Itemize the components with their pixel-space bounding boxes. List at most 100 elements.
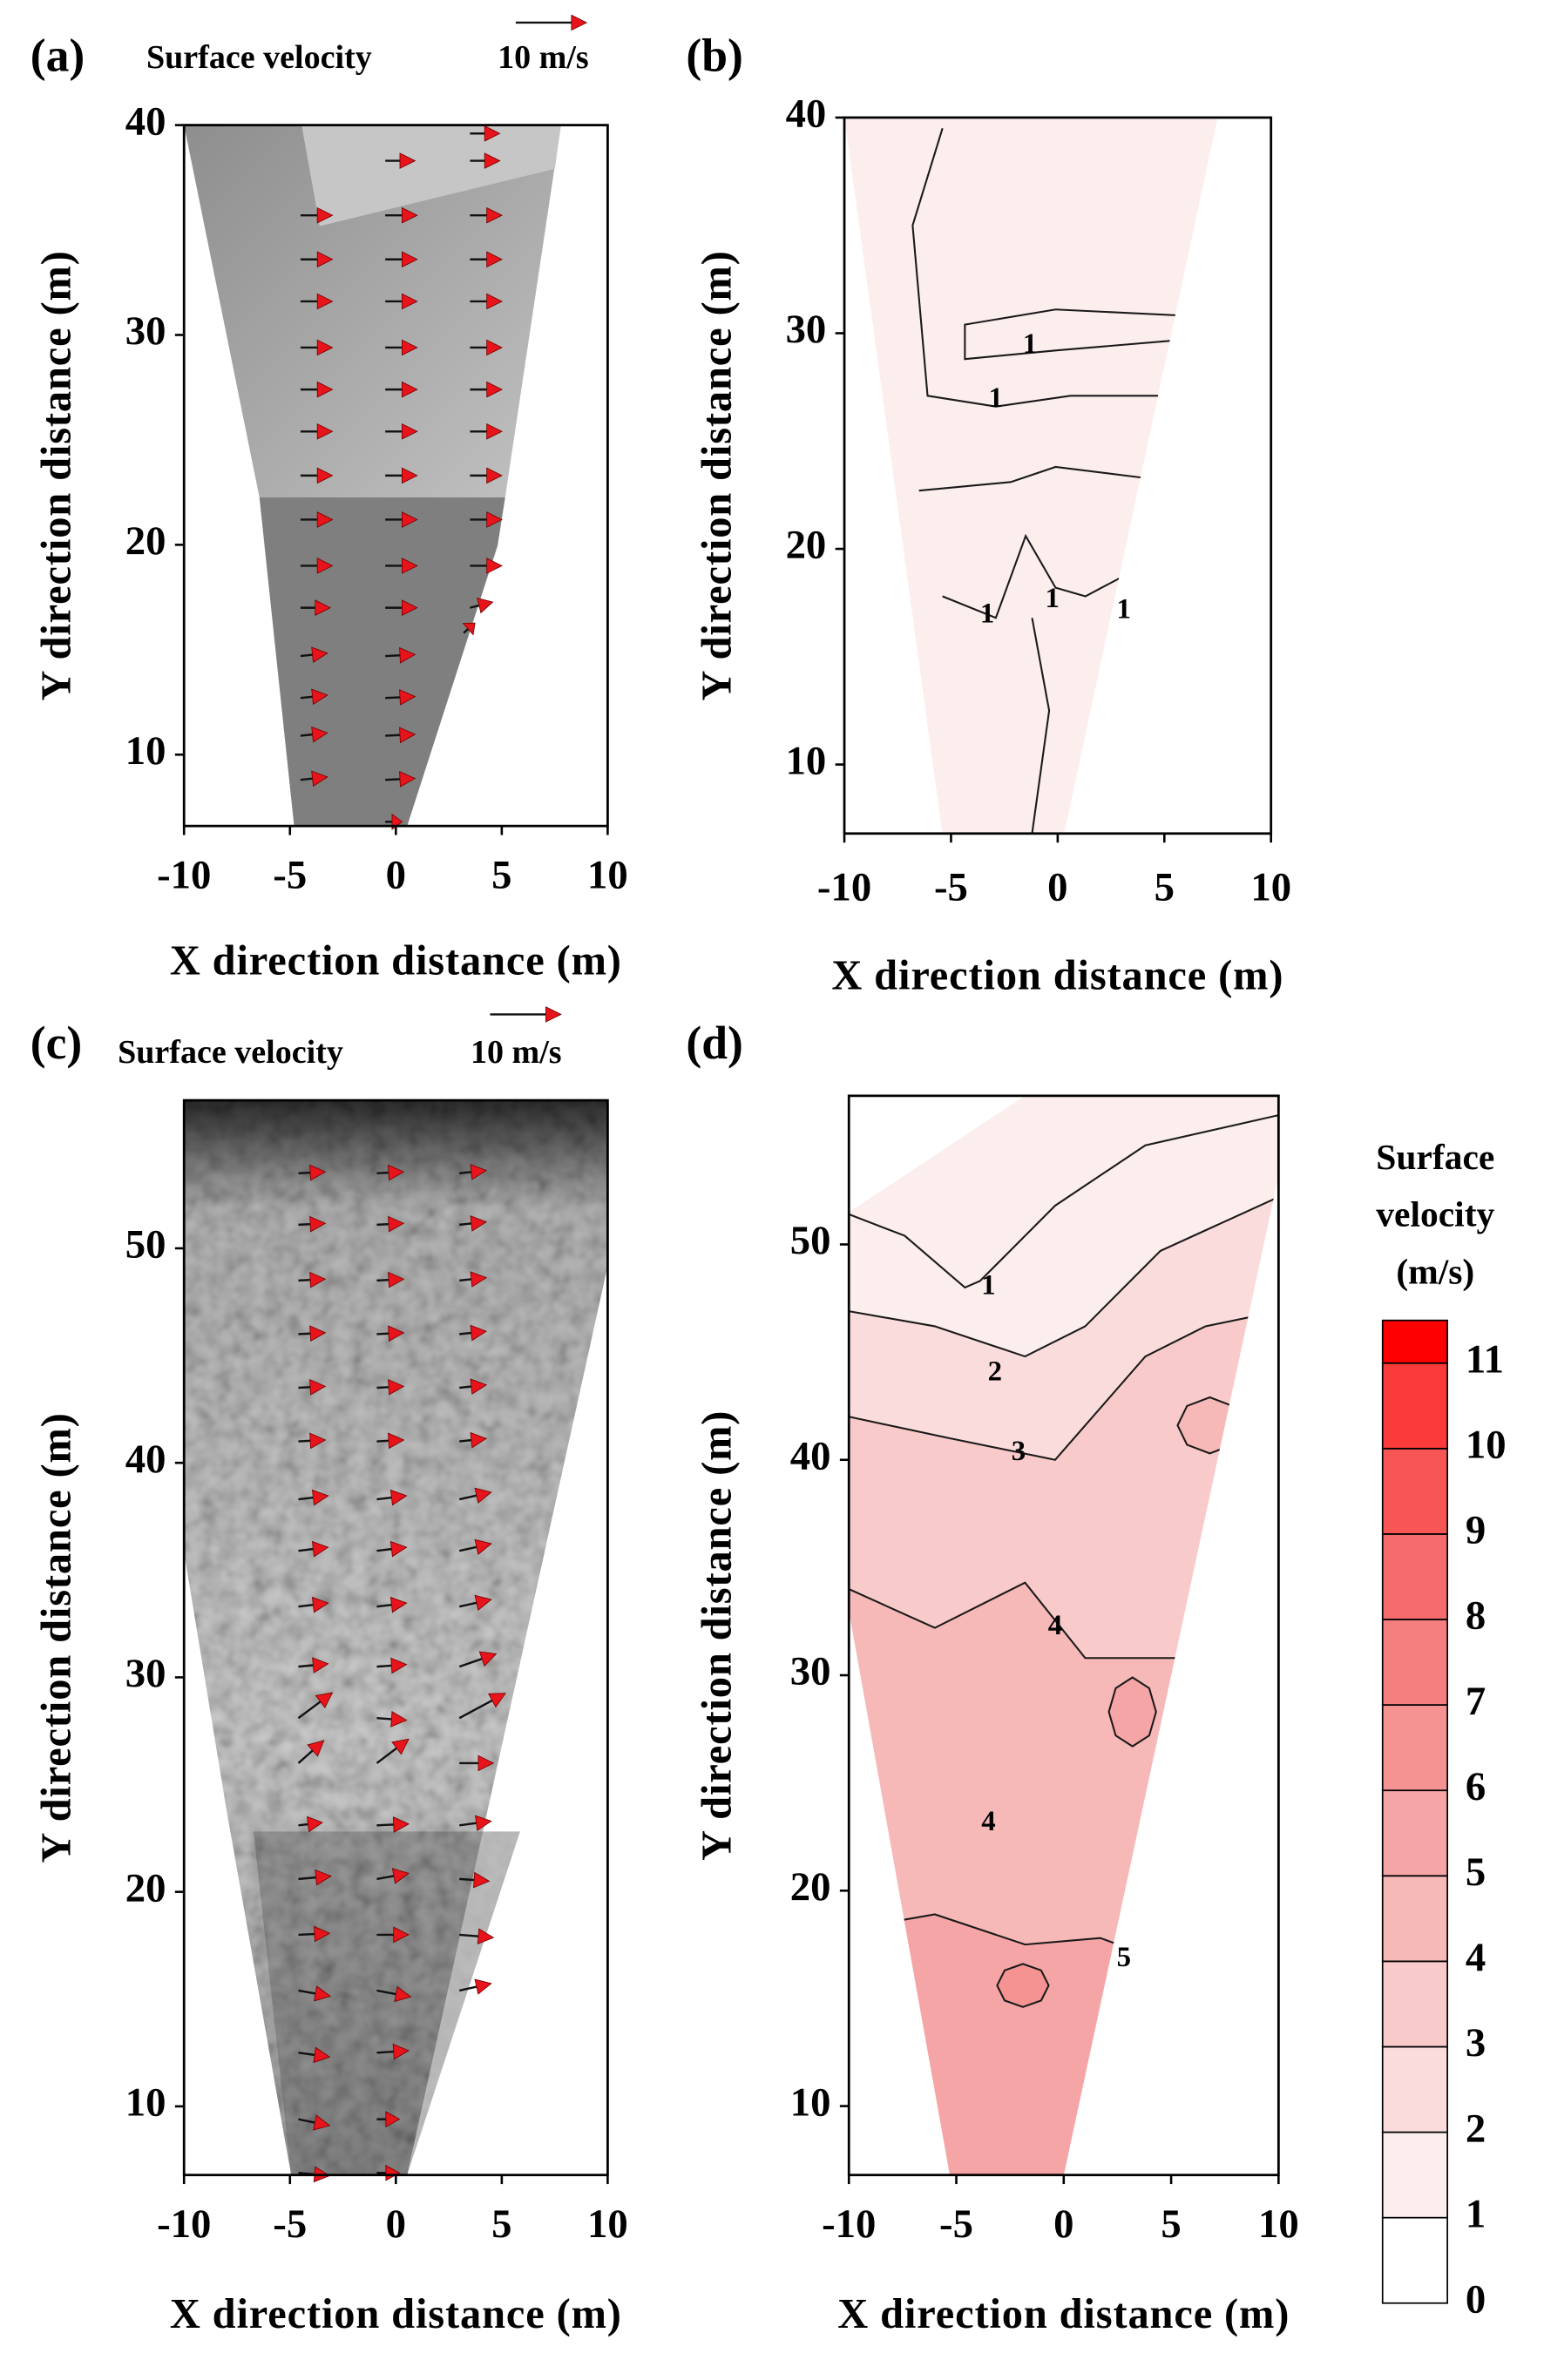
y-tick-label: 10 xyxy=(125,2080,166,2126)
vector-head xyxy=(545,1006,562,1023)
vector-shaft xyxy=(298,1876,316,1881)
velocity-vector xyxy=(459,1431,488,1449)
vector-shaft xyxy=(376,1496,392,1501)
velocity-vector xyxy=(459,1164,488,1180)
velocity-vector xyxy=(458,1978,492,1995)
velocity-vector xyxy=(298,1325,327,1342)
vector-head xyxy=(470,1431,488,1449)
x-tick-label: -5 xyxy=(939,2201,973,2247)
vector-shaft xyxy=(298,1222,311,1227)
velocity-vector xyxy=(376,1271,405,1288)
vector-head xyxy=(316,381,334,398)
vector-head xyxy=(477,598,494,614)
colorbar-band xyxy=(1381,1447,1448,1535)
vector-shaft xyxy=(385,734,401,737)
vector-head xyxy=(313,2114,331,2131)
y-tick-label: 50 xyxy=(125,1222,166,1268)
vector-head xyxy=(316,467,334,484)
velocity-vector xyxy=(376,1711,408,1728)
contour-label: 1 xyxy=(1046,583,1060,614)
y-tick-label: 40 xyxy=(790,1433,831,1478)
y-axis-title: Y direction distance (m) xyxy=(694,1410,740,1861)
contour-line xyxy=(996,1963,1050,2008)
vector-shaft xyxy=(470,604,480,609)
velocity-vector xyxy=(385,293,418,310)
vector-head xyxy=(399,646,416,664)
velocity-vector xyxy=(298,1657,329,1673)
vector-shaft xyxy=(459,1222,472,1227)
vector-shaft xyxy=(300,777,313,781)
velocity-vector xyxy=(300,293,334,310)
vector-shaft xyxy=(458,1657,483,1668)
contour-label: 1 xyxy=(1023,328,1037,360)
vector-head xyxy=(388,1378,405,1396)
vector-head xyxy=(488,1693,506,1708)
vector-shaft xyxy=(459,1171,472,1174)
vector-head xyxy=(402,381,418,398)
velocity-vector xyxy=(300,423,334,440)
contour-band xyxy=(997,1964,1049,2007)
x-tick-label: -5 xyxy=(273,2201,307,2247)
vector-head xyxy=(390,1657,408,1674)
vector-head xyxy=(402,293,418,310)
vector-head xyxy=(393,1926,410,1944)
vector-shaft xyxy=(298,1932,315,1937)
contour-label: 4 xyxy=(1048,1610,1062,1641)
velocity-vector xyxy=(459,1755,495,1772)
velocity-vector xyxy=(385,152,416,169)
vector-shaft xyxy=(463,628,470,634)
colorbar-band xyxy=(1381,1619,1448,1706)
colorbar-band xyxy=(1381,2216,1448,2304)
vector-head xyxy=(391,1868,410,1884)
velocity-vector xyxy=(470,293,503,310)
velocity-vector xyxy=(298,2114,331,2131)
vector-shaft xyxy=(298,2118,315,2124)
x-tick-label: 0 xyxy=(386,2201,406,2247)
y-tick-label: 40 xyxy=(786,91,827,137)
vector-shaft xyxy=(298,1386,311,1389)
velocity-vector xyxy=(298,2046,331,2064)
contour-label: 1 xyxy=(980,598,994,629)
vector-head xyxy=(309,1325,327,1342)
vector-shaft xyxy=(459,1822,477,1827)
velocity-vector xyxy=(490,1006,562,1023)
velocity-vector xyxy=(459,1815,492,1832)
vector-head xyxy=(470,1378,488,1395)
velocity-vector xyxy=(458,1693,506,1720)
velocity-vector xyxy=(470,558,503,574)
velocity-vector xyxy=(515,14,588,31)
vector-head xyxy=(470,1215,488,1232)
x-tick-label: 0 xyxy=(386,852,406,897)
colorbar-title: velocity xyxy=(1376,1194,1494,1234)
velocity-vector xyxy=(385,646,416,664)
vector-shaft xyxy=(376,1747,397,1764)
y-tick-label: 40 xyxy=(125,1437,166,1482)
vector-shaft xyxy=(458,1545,477,1552)
vector-head xyxy=(402,423,418,440)
contour-label: 4 xyxy=(981,1806,995,1837)
velocity-vector xyxy=(458,1651,498,1668)
vector-head xyxy=(399,152,416,169)
colorbar-band xyxy=(1381,2045,1448,2133)
vector-head xyxy=(316,206,334,224)
colorbar-tick-label: 6 xyxy=(1466,1764,1486,1809)
vector-head xyxy=(392,2043,410,2060)
vector-head xyxy=(311,726,328,743)
vector-head xyxy=(402,558,418,574)
background-photo xyxy=(184,125,561,497)
vector-head xyxy=(311,1489,329,1506)
vector-shaft xyxy=(458,1699,493,1720)
x-tick-label: 10 xyxy=(587,852,628,897)
x-tick-label: 5 xyxy=(491,852,511,897)
y-tick-label: 10 xyxy=(786,738,827,783)
background-photo xyxy=(259,497,505,827)
vector-head xyxy=(311,1596,329,1613)
vector-shaft xyxy=(298,1603,314,1608)
vector-shaft xyxy=(376,1222,389,1227)
velocity-vector xyxy=(300,467,334,484)
velocity-vector xyxy=(385,381,418,398)
velocity-vector xyxy=(298,1432,327,1450)
vector-head xyxy=(470,1324,488,1342)
colorbar-band xyxy=(1381,1533,1448,1620)
colorbar-tick-label: 10 xyxy=(1466,1423,1507,1468)
